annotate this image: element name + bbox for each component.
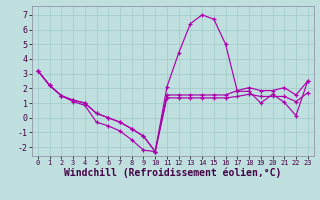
X-axis label: Windchill (Refroidissement éolien,°C): Windchill (Refroidissement éolien,°C)	[64, 168, 282, 178]
